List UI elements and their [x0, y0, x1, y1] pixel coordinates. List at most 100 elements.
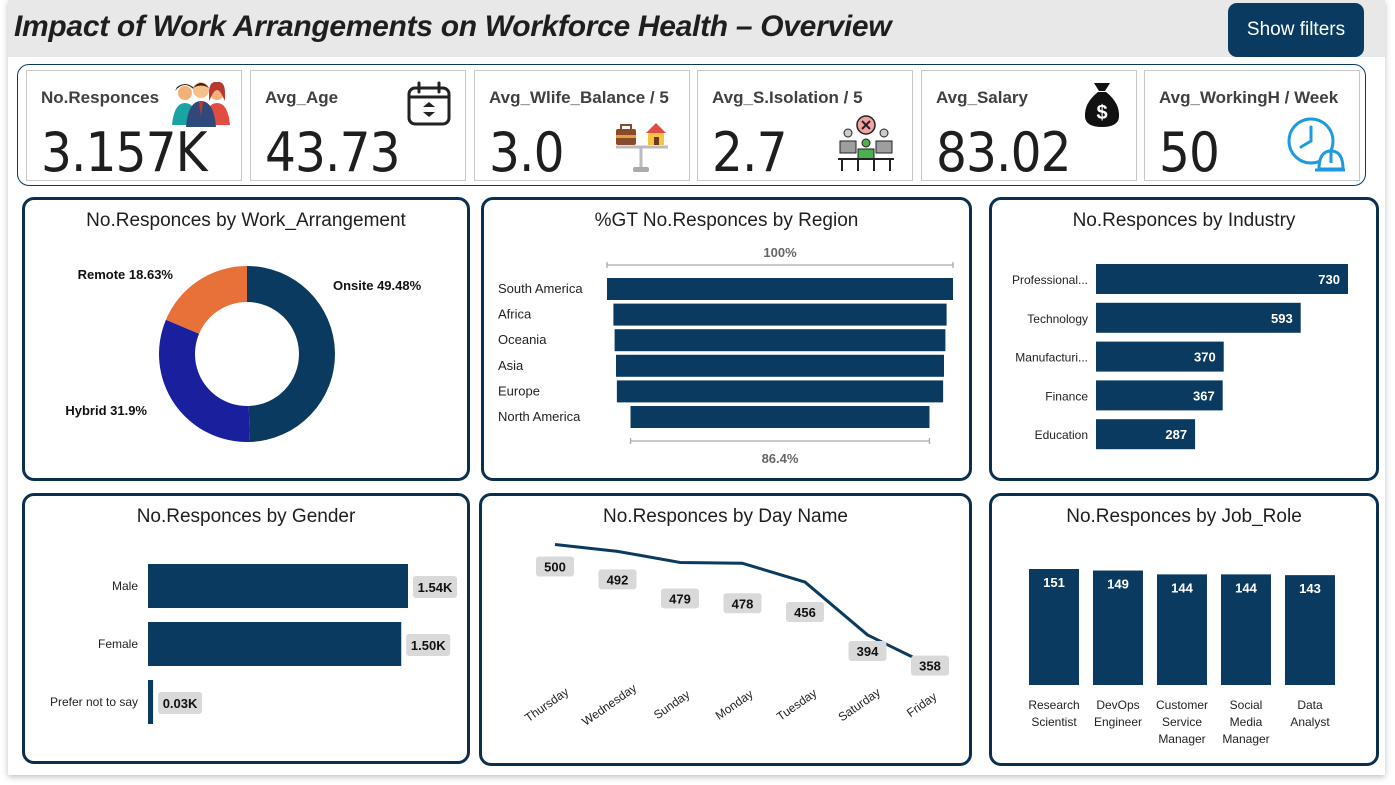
job-role-value: 151: [1043, 575, 1065, 590]
funnel-bar: [613, 303, 947, 326]
job-role-label: DevOps Engineer: [1094, 698, 1142, 729]
gender-bar: [148, 622, 402, 666]
gender-value: 1.50K: [411, 638, 446, 653]
region-label: Oceania: [498, 332, 547, 347]
work-life-balance-icon: [616, 123, 668, 172]
kpi-card-responses: No.Responces 3.157K: [26, 70, 242, 184]
day-value: 500: [544, 560, 566, 575]
donut-slice-hybrid: [159, 319, 250, 442]
industry-bar: [1096, 380, 1223, 411]
day-value: 358: [919, 659, 941, 674]
chart-title: No.Responces by Day Name: [603, 506, 848, 527]
kpi-value: 50: [1159, 121, 1220, 184]
day-value: 394: [857, 644, 879, 659]
industry-label: Finance: [1045, 389, 1088, 403]
money-bag-icon: $: [1084, 83, 1120, 127]
kpi-card-working-hours: Avg_WorkingH / Week 50: [1144, 70, 1360, 184]
day-tick-label: Sunday: [651, 687, 692, 722]
funnel-bottom-label: 86.4%: [762, 451, 799, 466]
kpi-label: Avg_S.Isolation / 5: [712, 88, 863, 107]
job-role-label-line: Social: [1230, 698, 1263, 712]
slice-label: Onsite 49.48%: [333, 278, 422, 293]
job-role-label-line: Manager: [1158, 732, 1205, 746]
job-role-label-line: Analyst: [1290, 715, 1330, 729]
job-role-card: No.Responces by Job_Role 151 Research Scie…: [989, 493, 1379, 766]
funnel-bar: [607, 278, 953, 300]
chart-title: No.Responces by Industry: [1072, 210, 1296, 231]
industry-value: 370: [1194, 350, 1216, 365]
job-role-value: 144: [1171, 580, 1193, 595]
chart-title: No.Responces by Job_Role: [1066, 506, 1302, 527]
kpi-label: Avg_Wlife_Balance / 5: [489, 88, 669, 107]
industry-bar: [1096, 302, 1301, 333]
job-role-label: Data Analyst: [1290, 698, 1330, 729]
page-title: Impact of Work Arrangements on Workforce…: [14, 10, 892, 43]
job-role-bar: [1157, 574, 1207, 685]
day-value-bg: [661, 588, 699, 609]
kpi-label: No.Responces: [41, 88, 160, 107]
industry-value: 287: [1165, 427, 1187, 442]
funnel-top-label: 100%: [763, 245, 797, 260]
funnel-bar: [615, 354, 945, 377]
job-role-label-line: Data: [1297, 698, 1323, 712]
job-role-bar: [1285, 575, 1335, 685]
kpi-value: 43.73: [265, 121, 401, 184]
donut-slice-remote: [165, 266, 247, 334]
funnel-top-bracket: [606, 262, 954, 268]
gender-bar: [148, 564, 408, 608]
day-tick-label: Wednesday: [579, 681, 639, 729]
industry-label: Professional...: [1012, 273, 1088, 287]
job-role-label-line: DevOps: [1096, 698, 1139, 712]
funnel-bar: [616, 380, 944, 403]
industry-label: Manufacturi...: [1015, 351, 1088, 365]
day-value-bg: [723, 593, 762, 614]
gender-value: 0.03K: [163, 696, 198, 711]
job-role-label: Research Scientist: [1028, 698, 1079, 729]
region-label: Africa: [498, 307, 532, 322]
job-role-label-line: Research: [1028, 698, 1079, 712]
funnel-bar: [614, 329, 946, 352]
day-tick-label: Friday: [904, 689, 939, 720]
chart-title: No.Responces by Gender: [136, 506, 356, 527]
people-icon: [172, 81, 230, 127]
gender-value-bg: [158, 692, 203, 714]
funnel-bottom-bracket: [629, 438, 931, 444]
region-label: Asia: [498, 358, 524, 373]
kpi-value: 83.02: [936, 121, 1072, 184]
industry-value: 367: [1193, 388, 1215, 403]
job-role-bar: [1029, 569, 1079, 685]
day-line: [554, 543, 931, 667]
day-tick-label: Monday: [713, 687, 756, 723]
day-tick-label: Saturday: [836, 685, 883, 724]
work-arrangement-card: No.Responces by Work_Arrangement Onsite …: [22, 197, 470, 481]
day-value-bg: [911, 655, 949, 676]
kpi-value: 2.7: [712, 121, 788, 184]
region-label: South America: [498, 281, 583, 296]
gender-value: 1.54K: [418, 580, 453, 595]
industry-bar: [1096, 264, 1348, 294]
funnel-bar: [630, 406, 930, 428]
job-role-label: Social Media Manager: [1222, 698, 1269, 746]
job-role-value: 149: [1107, 577, 1129, 592]
kpi-label: Avg_Salary: [936, 88, 1028, 107]
gender-value-bg: [413, 576, 457, 598]
job-role-label: Customer Service Manager: [1156, 698, 1208, 746]
show-filters-button[interactable]: Show filters: [1228, 3, 1364, 57]
gender-label: Female: [98, 637, 138, 651]
kpi-card-isolation: Avg_S.Isolation / 5 2.7: [697, 70, 913, 184]
gender-bar: [148, 680, 154, 724]
day-value: 479: [669, 591, 691, 606]
day-value-bg: [848, 640, 887, 661]
day-value: 492: [607, 572, 629, 587]
job-role-label-line: Engineer: [1094, 715, 1142, 729]
svg-text:$: $: [1096, 102, 1107, 124]
job-role-column-chart: 151 Research Scientist 149 DevOps Engineer 144…: [1028, 569, 1335, 746]
chart-title: %GT No.Responces by Region: [594, 210, 859, 231]
industry-bar: [1096, 419, 1196, 450]
day-value-bg: [598, 569, 637, 590]
region-card: %GT No.Responces by Region 100% South Ame…: [481, 197, 972, 481]
day-tick-label: Tuesday: [774, 686, 819, 724]
job-role-value: 144: [1235, 580, 1257, 595]
gender-label: Male: [112, 579, 138, 593]
day-value-bg: [536, 556, 574, 577]
